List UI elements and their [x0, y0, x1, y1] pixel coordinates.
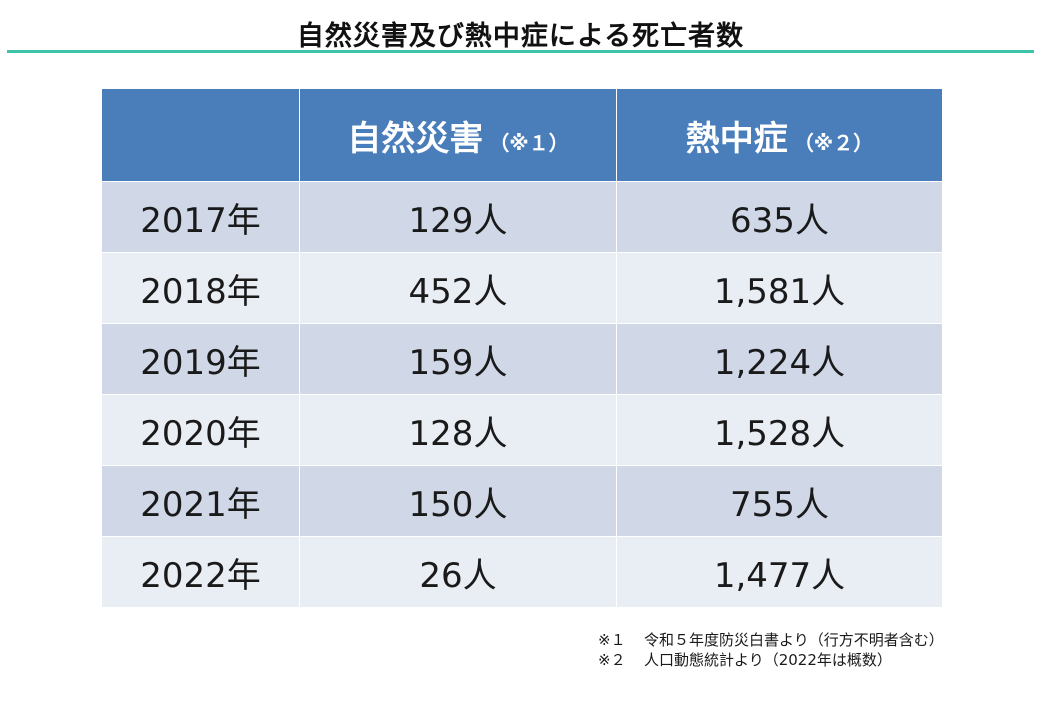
- page-title: 自然災害及び熱中症による死亡者数: [296, 21, 745, 52]
- header-heat-label: 熱中症: [685, 118, 788, 159]
- natural-disaster-cell: 128人: [299, 394, 617, 466]
- year-cell: 2020年: [101, 394, 300, 466]
- heatstroke-cell: 635人: [616, 181, 943, 253]
- natural-disaster-cell: 150人: [299, 465, 617, 537]
- natural-disaster-cell: 26人: [299, 536, 617, 608]
- year-cell: 2019年: [101, 323, 300, 395]
- footnote-2: ※２ 人口動態統計より（2022年は概数）: [598, 650, 944, 670]
- year-cell: 2017年: [101, 181, 300, 253]
- footnotes: ※１ 令和５年度防災白書より（行方不明者含む） ※２ 人口動態統計より（2022年は…: [598, 630, 944, 670]
- natural-disaster-cell: 159人: [299, 323, 617, 395]
- header-heatstroke: 熱中症 （※２）: [616, 88, 943, 182]
- header-year-cell: [101, 88, 300, 182]
- table-row: 2021年 150人 755人: [101, 465, 943, 537]
- natural-disaster-cell: 129人: [299, 181, 617, 253]
- heatstroke-cell: 1,224人: [616, 323, 943, 395]
- footnote-2-mark: ※２: [598, 651, 626, 669]
- footnote-1: ※１ 令和５年度防災白書より（行方不明者含む）: [598, 630, 944, 650]
- footnote-1-text: 令和５年度防災白書より（行方不明者含む）: [644, 631, 944, 649]
- table-row: 2018年 452人 1,581人: [101, 252, 943, 324]
- header-natural-note-mark: （※１）: [489, 130, 569, 155]
- table-row: 2017年 129人 635人: [101, 181, 943, 253]
- heatstroke-cell: 1,477人: [616, 536, 943, 608]
- header-natural-disaster: 自然災害 （※１）: [299, 88, 617, 182]
- table-header-row: 自然災害 （※１） 熱中症 （※２）: [101, 88, 943, 182]
- table-row: 2020年 128人 1,528人: [101, 394, 943, 466]
- header-natural-label: 自然災害: [347, 118, 484, 159]
- title-divider: [7, 50, 1034, 53]
- heatstroke-cell: 755人: [616, 465, 943, 537]
- table-row: 2019年 159人 1,224人: [101, 323, 943, 395]
- heatstroke-cell: 1,528人: [616, 394, 943, 466]
- footnote-2-text: 人口動態統計より（2022年は概数）: [644, 651, 892, 669]
- year-cell: 2021年: [101, 465, 300, 537]
- death-count-table: 自然災害 （※１） 熱中症 （※２） 2017年 129人 635人 2018年 4…: [101, 88, 943, 608]
- natural-disaster-cell: 452人: [299, 252, 617, 324]
- footnote-1-mark: ※１: [598, 631, 626, 649]
- heatstroke-cell: 1,581人: [616, 252, 943, 324]
- header-heat-note-mark: （※２）: [793, 130, 874, 155]
- table-row: 2022年 26人 1,477人: [101, 536, 943, 608]
- year-cell: 2018年: [101, 252, 300, 324]
- year-cell: 2022年: [101, 536, 300, 608]
